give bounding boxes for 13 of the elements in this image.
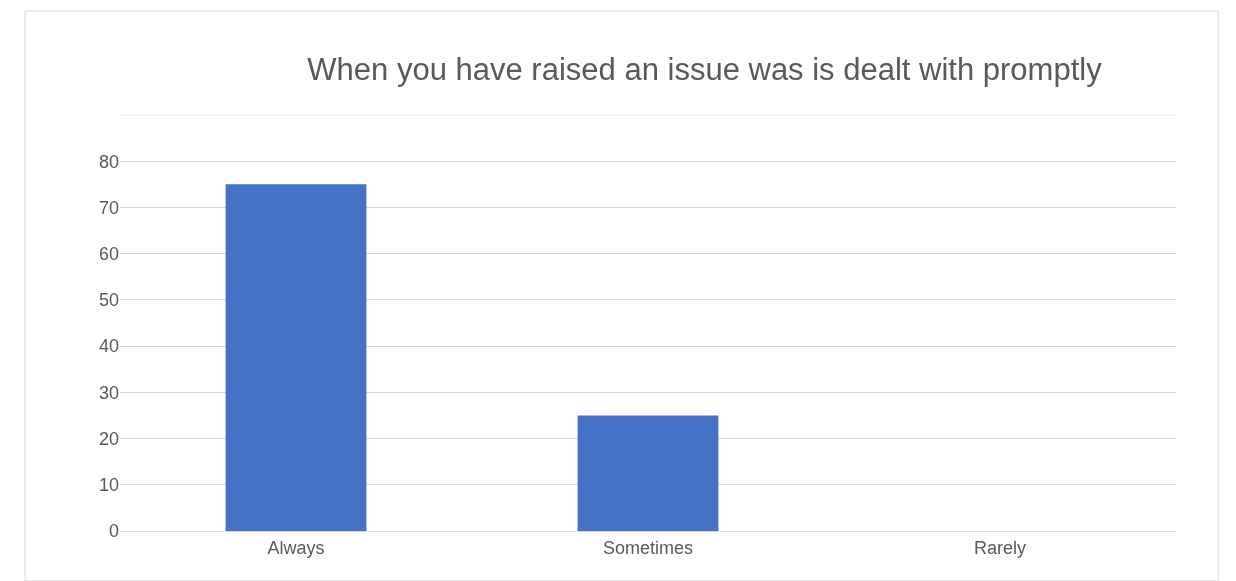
y-tick-label: 80 bbox=[98, 151, 119, 172]
y-tick-label: 0 bbox=[108, 521, 119, 542]
y-tick-label: 60 bbox=[98, 243, 119, 264]
y-tick-label: 30 bbox=[98, 382, 119, 403]
chart-title: When you have raised an issue was is dealt with promptly bbox=[307, 51, 1103, 87]
y-tick-label: 50 bbox=[98, 290, 119, 311]
x-tick-label: Always bbox=[267, 537, 325, 558]
y-tick-label: 70 bbox=[98, 197, 119, 218]
y-tick-label: 40 bbox=[98, 336, 119, 357]
x-tick-label: Rarely bbox=[973, 537, 1027, 558]
x-tick-label: Sometimes bbox=[602, 537, 694, 558]
y-tick-label: 20 bbox=[98, 428, 119, 449]
y-tick-label: 10 bbox=[98, 475, 119, 496]
